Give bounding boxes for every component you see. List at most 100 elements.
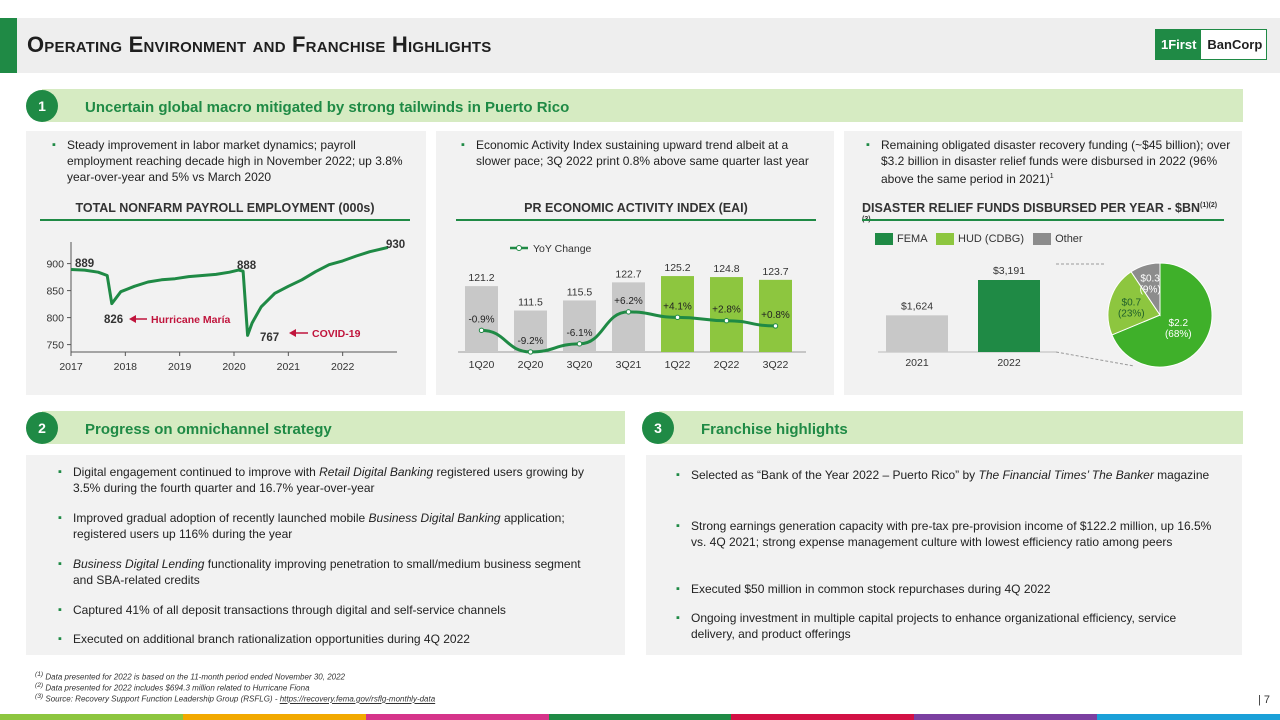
logo-text: BanCorp [1207, 37, 1263, 52]
payroll-chart: 900 850 800 750 2017 2018 2019 2020 2021 2022 889… [46, 239, 405, 373]
eai-yoy-label: -6.1% [566, 328, 592, 339]
pie-pct-label: (68%) [1165, 329, 1192, 340]
section-3-number: 3 [642, 412, 674, 444]
payroll-label-930: 930 [386, 239, 405, 251]
footnote-3-text: Source: Recovery Support Function Leader… [45, 694, 280, 704]
eai-yoy-label: +6.2% [614, 296, 643, 307]
payroll-title-rule [40, 219, 410, 221]
eai-x-label: 2Q20 [518, 359, 544, 371]
disaster-bullet: Remaining obligated disaster recovery fu… [866, 137, 1231, 187]
franchise-bullet: Ongoing investment in multiple capital p… [676, 610, 1221, 642]
eai-bar-label: 115.5 [567, 286, 593, 298]
logo-mark: 1First [1156, 30, 1202, 59]
bullet-text: Ongoing investment in multiple capital p… [691, 611, 1177, 641]
bullet-text: magazine [1153, 468, 1210, 482]
eai-yoy-label: -0.9% [468, 314, 494, 325]
payroll-chart-title: TOTAL NONFARM PAYROLL EMPLOYMENT (000s) [75, 201, 375, 215]
eai-bar-label: 123.7 [762, 266, 788, 278]
section-1-number: 1 [26, 90, 58, 122]
eai-bar-label: 125.2 [664, 262, 690, 274]
eai-x-label: 3Q20 [567, 359, 593, 371]
payroll-x-tick-label: 2021 [277, 361, 301, 373]
legend-hud: HUD (CDBG) [958, 233, 1025, 245]
bullet-emphasis: The Financial Times’ The Banker [978, 468, 1154, 482]
title-band [0, 18, 1280, 73]
omnichannel-bullet: Digital engagement continued to improve … [58, 464, 603, 496]
bullet-emphasis: Business Digital Banking [368, 511, 501, 525]
section-1-title: Uncertain global macro mitigated by stro… [85, 99, 570, 116]
disaster-legend: FEMA HUD (CDBG) Other [875, 233, 1083, 246]
eai-bar [661, 276, 694, 352]
bullet-text: registered users growing by 3.5% during … [73, 465, 584, 495]
eai-yoy-label: +4.1% [663, 301, 692, 312]
legend-swatch-hud [936, 233, 955, 246]
eai-bar [465, 286, 498, 352]
eai-yoy-label: -9.2% [517, 336, 543, 347]
section-2-bar [42, 411, 625, 444]
section-3-bar [659, 411, 1243, 444]
eai-yoy-point [772, 323, 779, 329]
eai-x-label: 1Q20 [469, 359, 495, 371]
pie-slice [1111, 262, 1213, 368]
omnichannel-bullet: Improved gradual adoption of recently la… [58, 510, 603, 542]
disaster-bar [978, 280, 1040, 352]
pie-amount-label: $2.2 [1169, 318, 1189, 329]
eai-bar [514, 310, 547, 352]
eai-bar-label: 124.8 [713, 263, 739, 275]
payroll-axes: 900 850 800 750 2017 2018 2019 2020 2021 2022 [46, 242, 397, 373]
eai-yoy-point [527, 349, 534, 355]
footnote-1-text: Data presented for 2022 is based on the … [45, 672, 345, 682]
franchise-bullet: Selected as “Bank of the Year 2022 – Pue… [676, 467, 1221, 483]
covid-annotation: COVID-19 [312, 328, 361, 340]
bottom-color-stripe [0, 714, 1280, 720]
title-accent-bar [0, 18, 17, 73]
eai-legend-marker [516, 245, 522, 251]
legend-other: Other [1055, 233, 1083, 245]
pie-connector-bottom [1055, 351, 1135, 367]
page-title: Operating Environment and Franchise High… [27, 32, 492, 57]
eai-yoy-point [478, 327, 485, 334]
footnote-2: (2) Data presented for 2022 includes $69… [35, 682, 310, 693]
payroll-label-826: 826 [104, 314, 123, 326]
payroll-label-767: 767 [260, 332, 279, 344]
payroll-bullet: Steady improvement in labor market dynam… [52, 137, 412, 185]
disaster-bar-label: $1,624 [901, 300, 933, 312]
omnichannel-bullet: Captured 41% of all deposit transactions… [58, 602, 603, 618]
eai-bar-label: 122.7 [615, 268, 641, 280]
section-1-bar [42, 89, 1243, 122]
eai-yoy-point [723, 318, 730, 324]
payroll-x-tick-label: 2018 [114, 361, 138, 373]
payroll-y-tick-label: 800 [46, 313, 64, 325]
disaster-bar [886, 315, 948, 352]
bullet-text: functionality improving penetration to s… [73, 557, 581, 587]
disaster-x-label: 2021 [905, 357, 929, 369]
disaster-bullet-text: Remaining obligated disaster recovery fu… [881, 138, 1231, 186]
eai-x-label: 2Q22 [714, 359, 740, 371]
disaster-bullet-footnote-ref: 1 [1049, 173, 1054, 180]
disaster-x-label: 2022 [997, 357, 1021, 369]
bullet-text: application; registered users up 116% du… [73, 511, 565, 541]
payroll-y-tick-label: 900 [46, 259, 64, 271]
eai-x-label: 1Q22 [665, 359, 691, 371]
legend-fema: FEMA [897, 233, 927, 245]
hurricane-maria-annotation: Hurricane María [151, 314, 231, 326]
payroll-x-tick-label: 2019 [168, 361, 192, 373]
disaster-bar-label: $3,191 [993, 265, 1025, 277]
section-2-title: Progress on omnichannel strategy [85, 421, 332, 438]
payroll-x-tick-label: 2017 [59, 361, 83, 373]
omnichannel-bullet: Business Digital Lending functionality i… [58, 556, 603, 588]
eai-bullet: Economic Activity Index sustaining upwar… [461, 137, 824, 169]
bullet-text: Strong earnings generation capacity with… [691, 519, 1212, 549]
pie-pct-label: (23%) [1118, 308, 1145, 319]
disaster-chart-title-text: DISASTER RELIEF FUNDS DISBURSED PER YEAR… [862, 201, 1201, 215]
legend-swatch-other [1033, 233, 1052, 246]
eai-chart-title: PR ECONOMIC ACTIVITY INDEX (EAI) [524, 201, 748, 215]
covid-arrow-head [289, 329, 296, 337]
omnichannel-bullet: Executed on additional branch rationaliz… [58, 631, 603, 647]
bullet-text: Executed $50 million in common stock rep… [691, 582, 1051, 596]
footnote-3-link[interactable]: https://recovery.fema.gov/rsflg-monthly-… [279, 694, 436, 704]
footnote-3: (3) Source: Recovery Support Function Le… [35, 693, 436, 704]
section-2-number: 2 [26, 412, 58, 444]
bullet-emphasis: Business Digital Lending [73, 557, 205, 571]
